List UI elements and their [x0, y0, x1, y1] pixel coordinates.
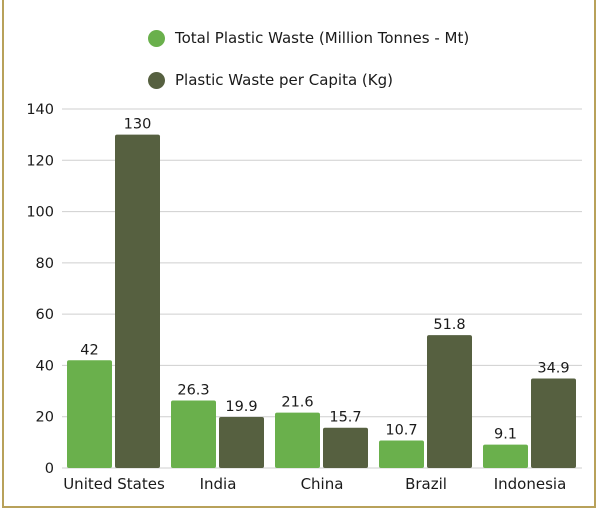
- legend: Total Plastic Waste (Million Tonnes - Mt…: [148, 26, 469, 110]
- y-tick-label-80: 80: [36, 256, 54, 272]
- data-label-united-states-series-2: 130: [124, 117, 152, 133]
- bar-china-series-1: [275, 412, 320, 468]
- data-label-india-series-2: 19.9: [225, 399, 257, 415]
- y-tick-label-0: 0: [45, 461, 54, 477]
- bar-brazil-series-1: [379, 440, 424, 468]
- y-tick-label-20: 20: [36, 410, 54, 426]
- x-tick-label-united-states: United States: [63, 475, 165, 493]
- bar-indonesia-series-2: [531, 378, 576, 468]
- legend-swatch-total: [148, 29, 165, 47]
- legend-label-total: Total Plastic Waste (Million Tonnes - Mt…: [175, 29, 470, 47]
- data-label-united-states-series-1: 42: [80, 342, 98, 358]
- bar-united-states-series-1: [67, 360, 112, 468]
- bar-china-series-2: [323, 427, 368, 468]
- data-label-brazil-series-2: 51.8: [433, 317, 465, 333]
- bar-brazil-series-2: [427, 335, 472, 468]
- data-label-china-series-2: 15.7: [329, 410, 361, 426]
- legend-label-per-capita: Plastic Waste per Capita (Kg): [175, 71, 393, 89]
- bar-india-series-1: [171, 400, 216, 468]
- y-tick-label-120: 120: [26, 153, 54, 169]
- y-tick-label-100: 100: [26, 205, 54, 221]
- y-tick-label-140: 140: [26, 102, 54, 118]
- legend-swatch-per-capita: [148, 71, 165, 89]
- bar-indonesia-series-1: [483, 444, 528, 468]
- data-label-brazil-series-1: 10.7: [385, 423, 417, 439]
- data-label-indonesia-series-2: 34.9: [537, 361, 569, 377]
- x-tick-label-india: India: [200, 475, 237, 493]
- x-tick-label-brazil: Brazil: [405, 475, 447, 493]
- y-tick-label-40: 40: [36, 358, 54, 374]
- data-label-indonesia-series-1: 9.1: [494, 427, 517, 443]
- legend-item-per-capita: Plastic Waste per Capita (Kg): [148, 68, 469, 92]
- legend-item-total: Total Plastic Waste (Million Tonnes - Mt…: [148, 26, 469, 50]
- data-label-india-series-1: 26.3: [177, 383, 209, 399]
- data-label-china-series-1: 21.6: [281, 395, 313, 411]
- x-tick-label-china: China: [301, 475, 344, 493]
- y-tick-label-60: 60: [36, 307, 54, 323]
- bar-united-states-series-2: [115, 134, 160, 468]
- x-tick-label-indonesia: Indonesia: [494, 475, 567, 493]
- bar-india-series-2: [219, 416, 264, 468]
